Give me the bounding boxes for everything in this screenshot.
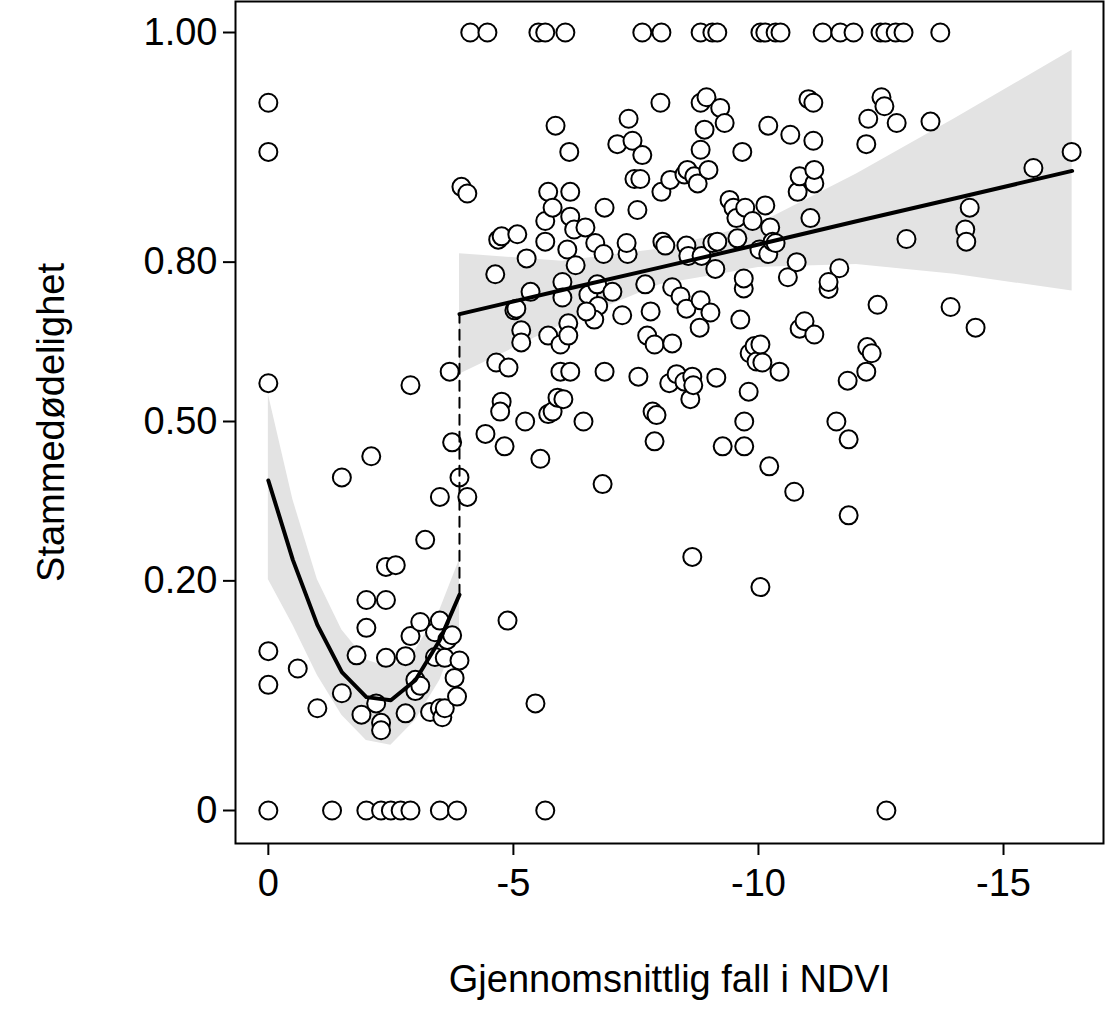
svg-text:-15: -15 [976,862,1031,904]
svg-text:1.00: 1.00 [144,11,218,53]
svg-text:0: 0 [258,862,279,904]
svg-text:0: 0 [196,789,217,831]
svg-text:-5: -5 [496,862,530,904]
svg-text:Gjennomsnittlig fall i NDVI: Gjennomsnittlig fall i NDVI [449,958,890,1000]
svg-text:0.20: 0.20 [144,559,218,601]
svg-text:Stammedødelighet: Stammedødelighet [30,263,72,582]
svg-text:-10: -10 [731,862,786,904]
svg-text:0.50: 0.50 [144,400,218,442]
svg-text:0.80: 0.80 [144,240,218,282]
